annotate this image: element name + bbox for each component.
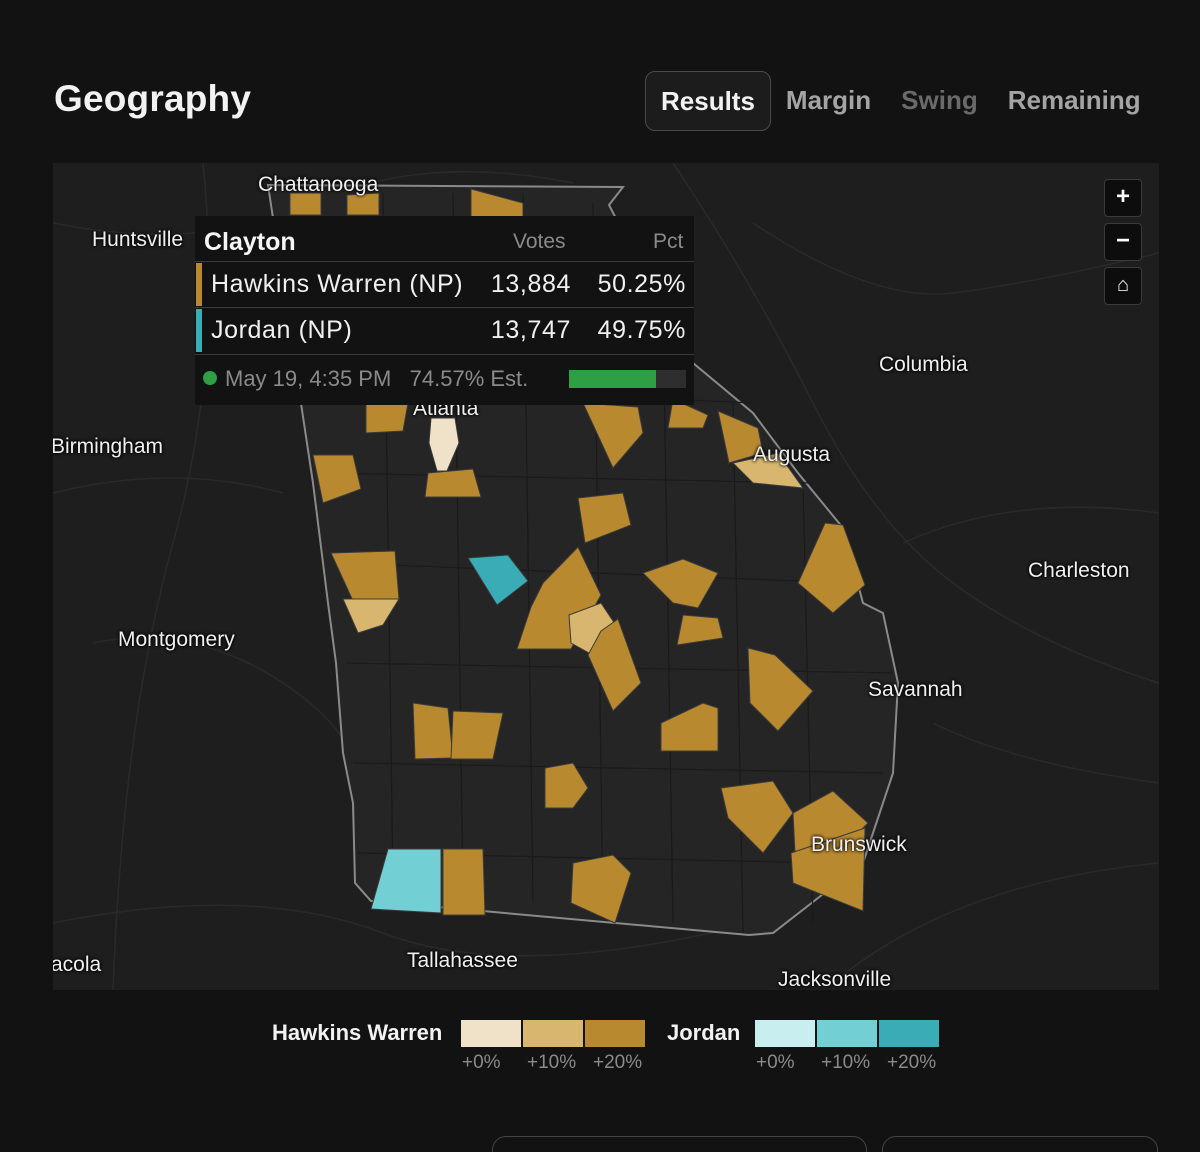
legend-tick: +0%: [462, 1052, 501, 1073]
tab-margin[interactable]: Margin: [785, 85, 872, 115]
zoom-out-button[interactable]: −: [1104, 223, 1142, 261]
tooltip-pct-header: Pct: [653, 230, 684, 253]
candidate-name: Jordan (NP): [211, 316, 353, 344]
city-label-montgomery: Montgomery: [118, 628, 235, 651]
tab-remaining[interactable]: Remaining: [1007, 85, 1141, 115]
tooltip-votes-header: Votes: [513, 230, 566, 253]
city-label-columbia: Columbia: [879, 353, 968, 376]
tooltip-row: Jordan (NP) 13,747 49.75%: [195, 308, 694, 354]
candidate-pct: 50.25%: [597, 270, 686, 298]
next-card: [492, 1136, 867, 1152]
tab-swing[interactable]: Swing: [901, 85, 978, 115]
city-label-augusta: Augusta: [753, 443, 831, 466]
candidate-color-bar: [196, 309, 202, 352]
candidate-votes: 13,747: [490, 316, 571, 344]
city-label-pensacola: acola: [53, 953, 102, 976]
legend-tick: +10%: [821, 1052, 871, 1073]
legend-swatch: [461, 1020, 521, 1047]
home-icon[interactable]: ⌂: [1104, 267, 1142, 305]
county-fills: [289, 188, 869, 924]
tooltip-county-name: Clayton: [204, 228, 296, 256]
legend-candidate-b: Jordan: [667, 1020, 741, 1045]
city-label-brunswick: Brunswick: [811, 833, 907, 856]
candidate-pct: 49.75%: [597, 316, 686, 344]
tooltip-row: Hawkins Warren (NP) 13,884 50.25%: [195, 262, 694, 308]
view-tabs: Results Margin Swing Remaining: [645, 71, 1156, 131]
legend-tick: +20%: [593, 1052, 643, 1073]
city-label-savannah: Savannah: [868, 678, 963, 701]
divider: [195, 354, 694, 355]
divider: [195, 307, 694, 308]
legend-candidate-a: Hawkins Warren: [272, 1020, 443, 1045]
section-title: Geography: [54, 78, 252, 119]
reporting-progress-fill: [569, 370, 657, 388]
legend-swatch: [879, 1020, 939, 1047]
candidate-votes: 13,884: [490, 270, 571, 298]
legend-tick: +0%: [756, 1052, 795, 1073]
legend-tick: +20%: [887, 1052, 937, 1073]
divider: [195, 261, 694, 262]
tab-results[interactable]: Results: [645, 71, 771, 131]
legend-swatch: [585, 1020, 645, 1047]
city-label-huntsville: Huntsville: [92, 228, 184, 251]
legend-swatch: [523, 1020, 583, 1047]
legend-swatch: [817, 1020, 877, 1047]
city-label-charleston: Charleston: [1028, 559, 1130, 582]
reporting-progress-bar: [569, 370, 686, 388]
legend-swatch: [755, 1020, 815, 1047]
county-tooltip: Clayton Votes Pct Hawkins Warren (NP) 13…: [195, 216, 694, 405]
city-label-tallahassee: Tallahassee: [407, 949, 518, 972]
city-label-chattanooga: Chattanooga: [258, 173, 379, 196]
city-label-jacksonville: Jacksonville: [778, 968, 892, 990]
next-card: [882, 1136, 1158, 1152]
legend-tick: +10%: [527, 1052, 577, 1073]
candidate-name: Hawkins Warren (NP): [211, 270, 464, 298]
city-label-birmingham: Birmingham: [53, 435, 164, 458]
zoom-in-button[interactable]: +: [1104, 179, 1142, 217]
reporting-estimate: 74.57% Est.: [409, 366, 529, 391]
candidate-color-bar: [196, 263, 202, 306]
tooltip-footer: May 19, 4:35 PM 74.57% Est.: [203, 366, 528, 392]
live-status-icon: [203, 371, 217, 385]
updated-time: May 19, 4:35 PM: [225, 366, 392, 391]
